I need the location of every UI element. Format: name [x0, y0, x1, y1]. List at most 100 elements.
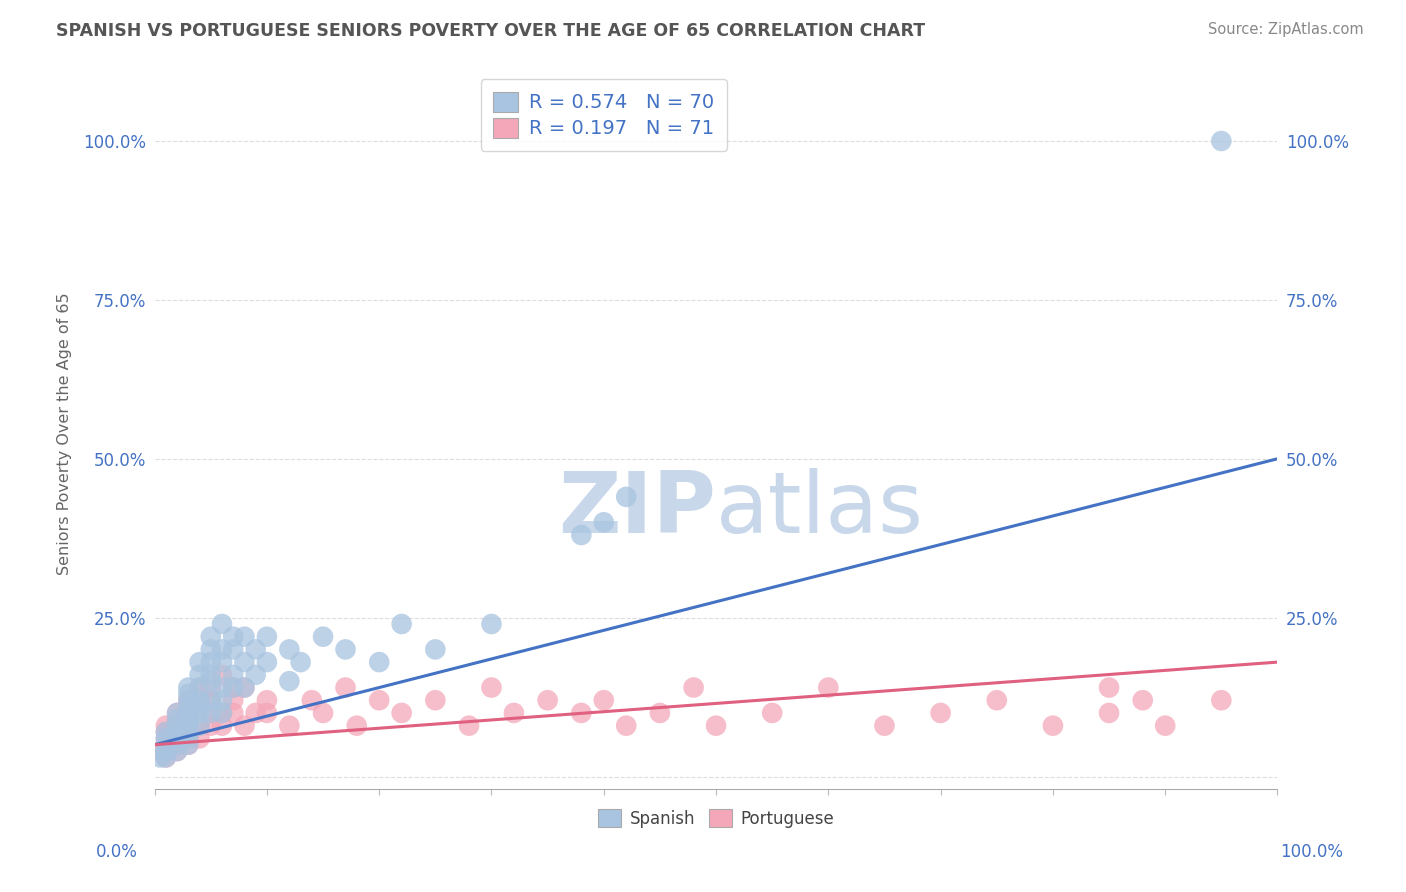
Point: [177, 706, 200, 720]
Point: [155, 744, 177, 758]
Point: [346, 719, 368, 733]
Point: [155, 725, 177, 739]
Point: [986, 693, 1008, 707]
Point: [481, 617, 503, 632]
Point: [817, 681, 839, 695]
Text: SPANISH VS PORTUGUESE SENIORS POVERTY OVER THE AGE OF 65 CORRELATION CHART: SPANISH VS PORTUGUESE SENIORS POVERTY OV…: [56, 22, 925, 40]
Point: [211, 706, 233, 720]
Point: [200, 630, 222, 644]
Point: [481, 681, 503, 695]
Point: [222, 630, 245, 644]
Point: [368, 655, 391, 669]
Point: [682, 681, 704, 695]
Text: atlas: atlas: [716, 468, 924, 551]
Point: [200, 719, 222, 733]
Point: [211, 681, 233, 695]
Point: [245, 668, 267, 682]
Point: [177, 731, 200, 746]
Point: [704, 719, 727, 733]
Point: [188, 731, 211, 746]
Point: [188, 693, 211, 707]
Point: [1098, 706, 1121, 720]
Point: [177, 706, 200, 720]
Point: [166, 731, 188, 746]
Point: [188, 719, 211, 733]
Point: [177, 731, 200, 746]
Point: [177, 712, 200, 726]
Point: [188, 681, 211, 695]
Point: [166, 712, 188, 726]
Point: [155, 731, 177, 746]
Point: [648, 706, 671, 720]
Point: [166, 719, 188, 733]
Point: [177, 725, 200, 739]
Point: [301, 693, 323, 707]
Point: [177, 693, 200, 707]
Point: [149, 744, 172, 758]
Point: [233, 655, 256, 669]
Point: [200, 655, 222, 669]
Point: [290, 655, 312, 669]
Point: [1211, 693, 1233, 707]
Point: [211, 655, 233, 669]
Point: [245, 706, 267, 720]
Text: ZIP: ZIP: [558, 468, 716, 551]
Point: [200, 681, 222, 695]
Point: [200, 642, 222, 657]
Point: [211, 617, 233, 632]
Legend: Spanish, Portuguese: Spanish, Portuguese: [592, 802, 841, 834]
Point: [256, 693, 278, 707]
Point: [233, 681, 256, 695]
Point: [873, 719, 896, 733]
Point: [569, 706, 592, 720]
Point: [425, 693, 447, 707]
Point: [166, 706, 188, 720]
Point: [233, 630, 256, 644]
Point: [188, 719, 211, 733]
Point: [177, 725, 200, 739]
Point: [569, 528, 592, 542]
Point: [188, 681, 211, 695]
Point: [155, 744, 177, 758]
Point: [614, 719, 637, 733]
Point: [200, 706, 222, 720]
Point: [222, 681, 245, 695]
Point: [166, 731, 188, 746]
Point: [222, 642, 245, 657]
Point: [177, 681, 200, 695]
Point: [425, 642, 447, 657]
Point: [155, 731, 177, 746]
Point: [256, 630, 278, 644]
Point: [188, 655, 211, 669]
Point: [233, 719, 256, 733]
Point: [1132, 693, 1154, 707]
Point: [391, 617, 413, 632]
Point: [592, 516, 614, 530]
Point: [166, 744, 188, 758]
Point: [368, 693, 391, 707]
Point: [1154, 719, 1177, 733]
Point: [278, 674, 301, 689]
Point: [761, 706, 783, 720]
Point: [1211, 134, 1233, 148]
Point: [155, 750, 177, 764]
Point: [200, 668, 222, 682]
Point: [166, 738, 188, 752]
Y-axis label: Seniors Poverty Over the Age of 65: Seniors Poverty Over the Age of 65: [58, 292, 72, 574]
Point: [503, 706, 526, 720]
Point: [177, 712, 200, 726]
Point: [166, 706, 188, 720]
Point: [278, 719, 301, 733]
Point: [200, 706, 222, 720]
Point: [177, 738, 200, 752]
Point: [211, 693, 233, 707]
Point: [222, 706, 245, 720]
Point: [177, 738, 200, 752]
Point: [200, 693, 222, 707]
Point: [177, 699, 200, 714]
Text: 0.0%: 0.0%: [96, 843, 138, 861]
Point: [391, 706, 413, 720]
Point: [155, 725, 177, 739]
Point: [222, 668, 245, 682]
Point: [177, 719, 200, 733]
